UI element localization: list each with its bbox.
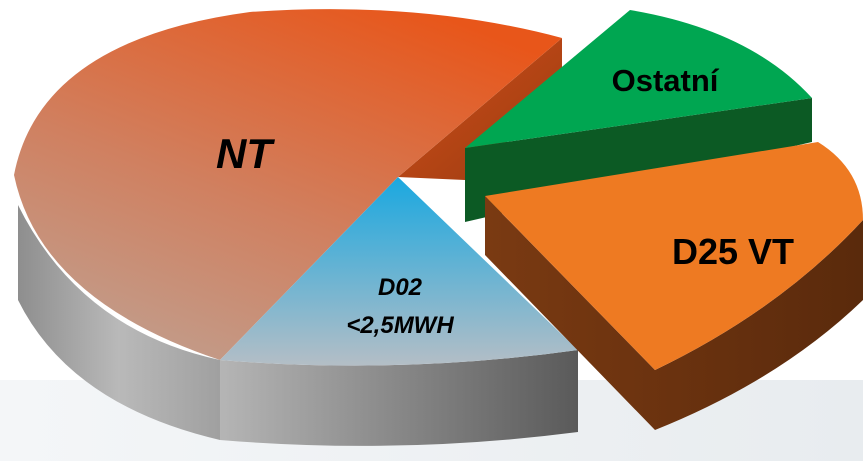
slice-d02-top — [220, 177, 578, 366]
slice-nt — [14, 9, 562, 440]
slice-nt-edge — [398, 38, 562, 180]
slice-d25vt-top — [485, 142, 863, 370]
slice-d25vt-side — [485, 196, 863, 430]
label-d02-line2: <2,5MWH — [346, 312, 454, 339]
label-nt: NT — [216, 130, 275, 177]
label-d25vt: D25 VT — [672, 231, 794, 272]
slice-nt-side — [18, 205, 220, 440]
slice-nt-top — [14, 9, 562, 361]
slice-ostatni-top — [465, 10, 812, 148]
slice-d02 — [220, 177, 578, 446]
slice-d25vt — [485, 142, 863, 430]
label-ostatni: Ostatní — [612, 63, 720, 98]
label-d02-line1: D02 — [378, 274, 423, 301]
slice-d02-side — [220, 350, 578, 446]
